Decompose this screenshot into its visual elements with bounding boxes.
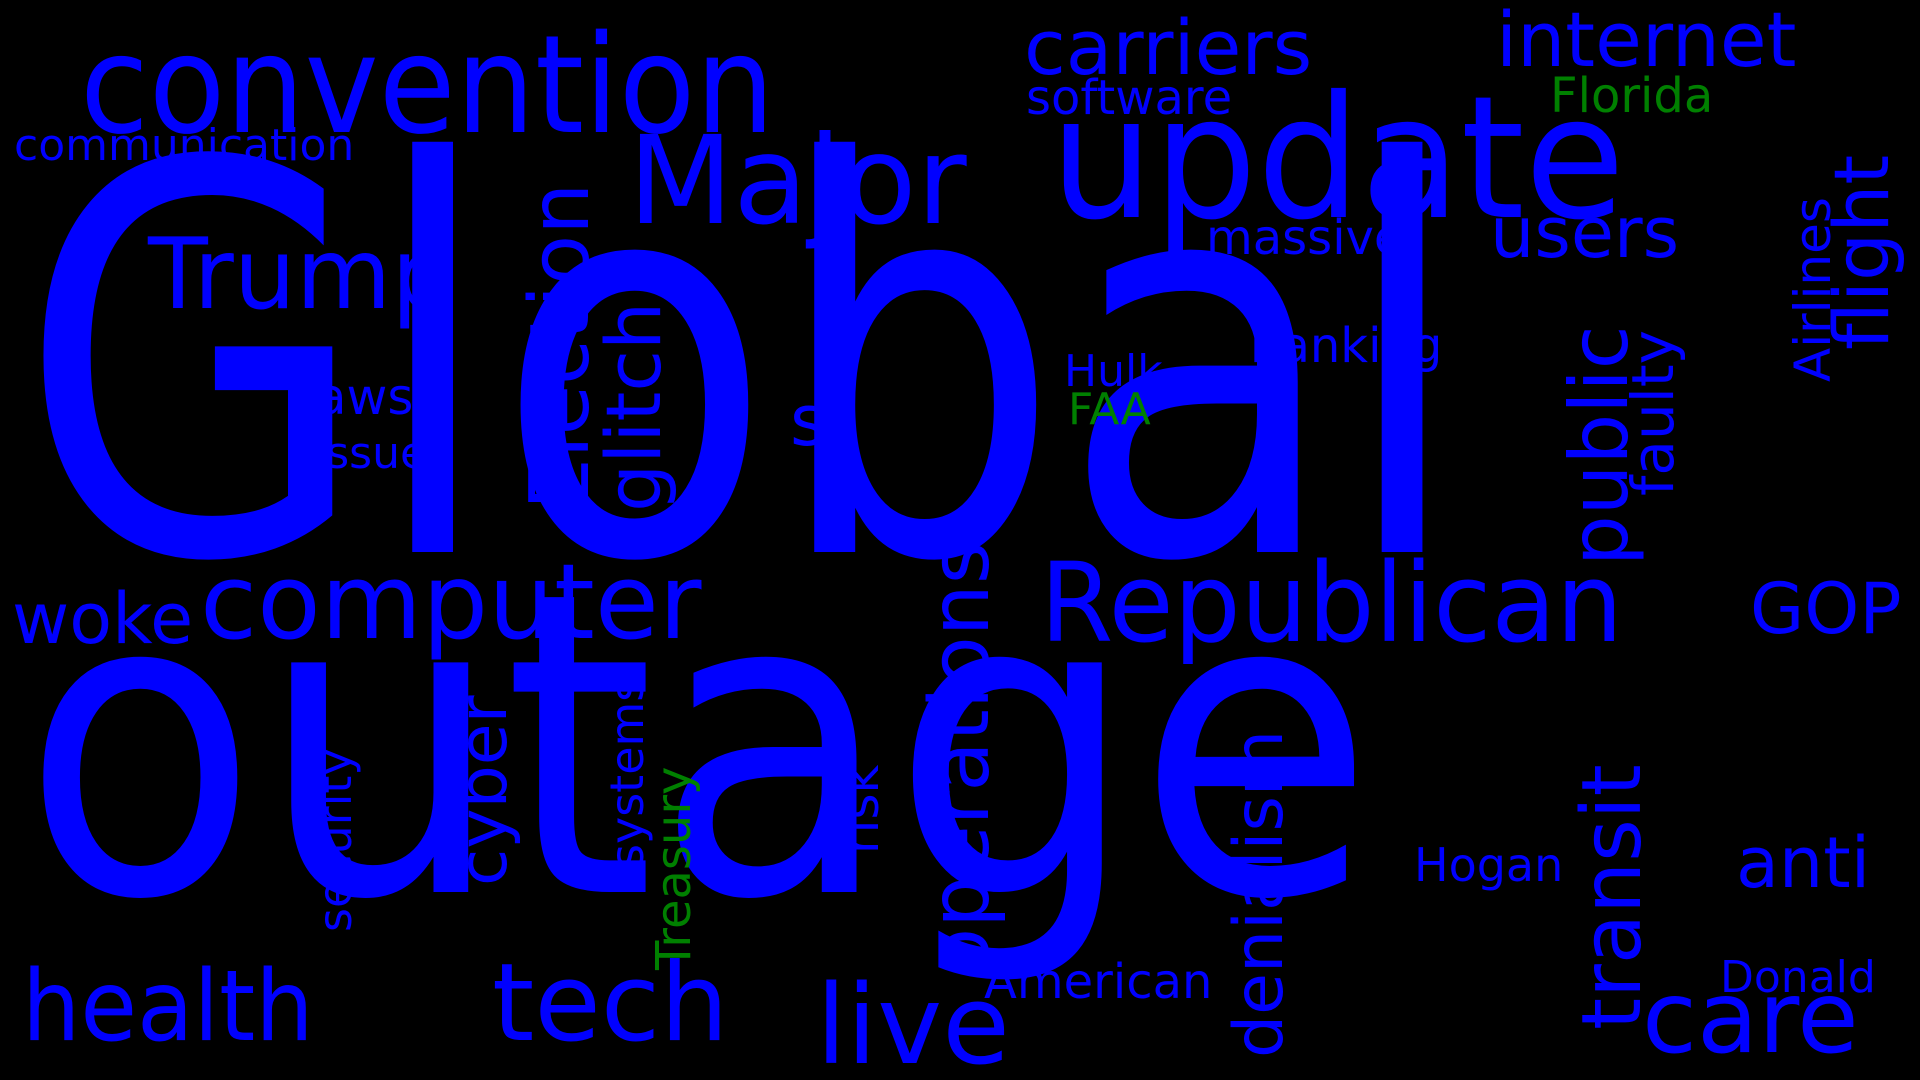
word-update: update [1050,60,1626,258]
word-issue: issue [314,428,428,479]
word-risk: risk [832,764,890,854]
word-s: s [790,380,827,462]
word-florida: Florida [1550,68,1714,124]
word-gop: GOP [1750,568,1902,650]
word-users: users [1490,192,1680,274]
word-republican: Republican [1040,539,1623,667]
word-hogan: Hogan [1414,838,1564,892]
word-major: Major [628,110,967,252]
word-live: live [816,961,1010,1080]
word-treasury: Treasury [646,766,702,970]
word-cyber: cyber [444,695,523,886]
word-transit: transit [1565,764,1660,1030]
word-hulk: Hulk [1064,346,1163,397]
word-security: security [308,748,362,932]
word-outage: outage [22,503,1375,992]
word-flight: flight [1817,154,1906,350]
word-denialism: denialism [1220,729,1299,1058]
word-banking: banking [1250,318,1443,374]
word-trump: Trump [148,218,454,332]
word-computer: computer [200,541,702,663]
word-faa: FAA [1068,384,1151,435]
word-anti: anti [1736,822,1871,904]
word-woke: woke [12,578,194,660]
word-systems: systems [600,677,654,868]
word-glitch: glitch [589,301,678,512]
word-software: software [1026,70,1233,126]
word-donald: Donald [1720,952,1876,1003]
word-care: care [1642,959,1859,1076]
word-operations: operations [913,541,1008,978]
word-faulty: faulty [1619,330,1687,496]
word-carriers: carriers [1024,3,1313,92]
word-health: health [22,950,314,1064]
word-massive: massive [1206,210,1404,266]
word-communication: communication [14,120,355,171]
word-convention: convention [80,7,775,165]
word-american: American [984,954,1213,1010]
word-tech: tech [492,941,729,1066]
word-global: Global [18,52,1465,680]
word-laws: laws [302,368,414,426]
word-internet: internet [1496,0,1797,84]
